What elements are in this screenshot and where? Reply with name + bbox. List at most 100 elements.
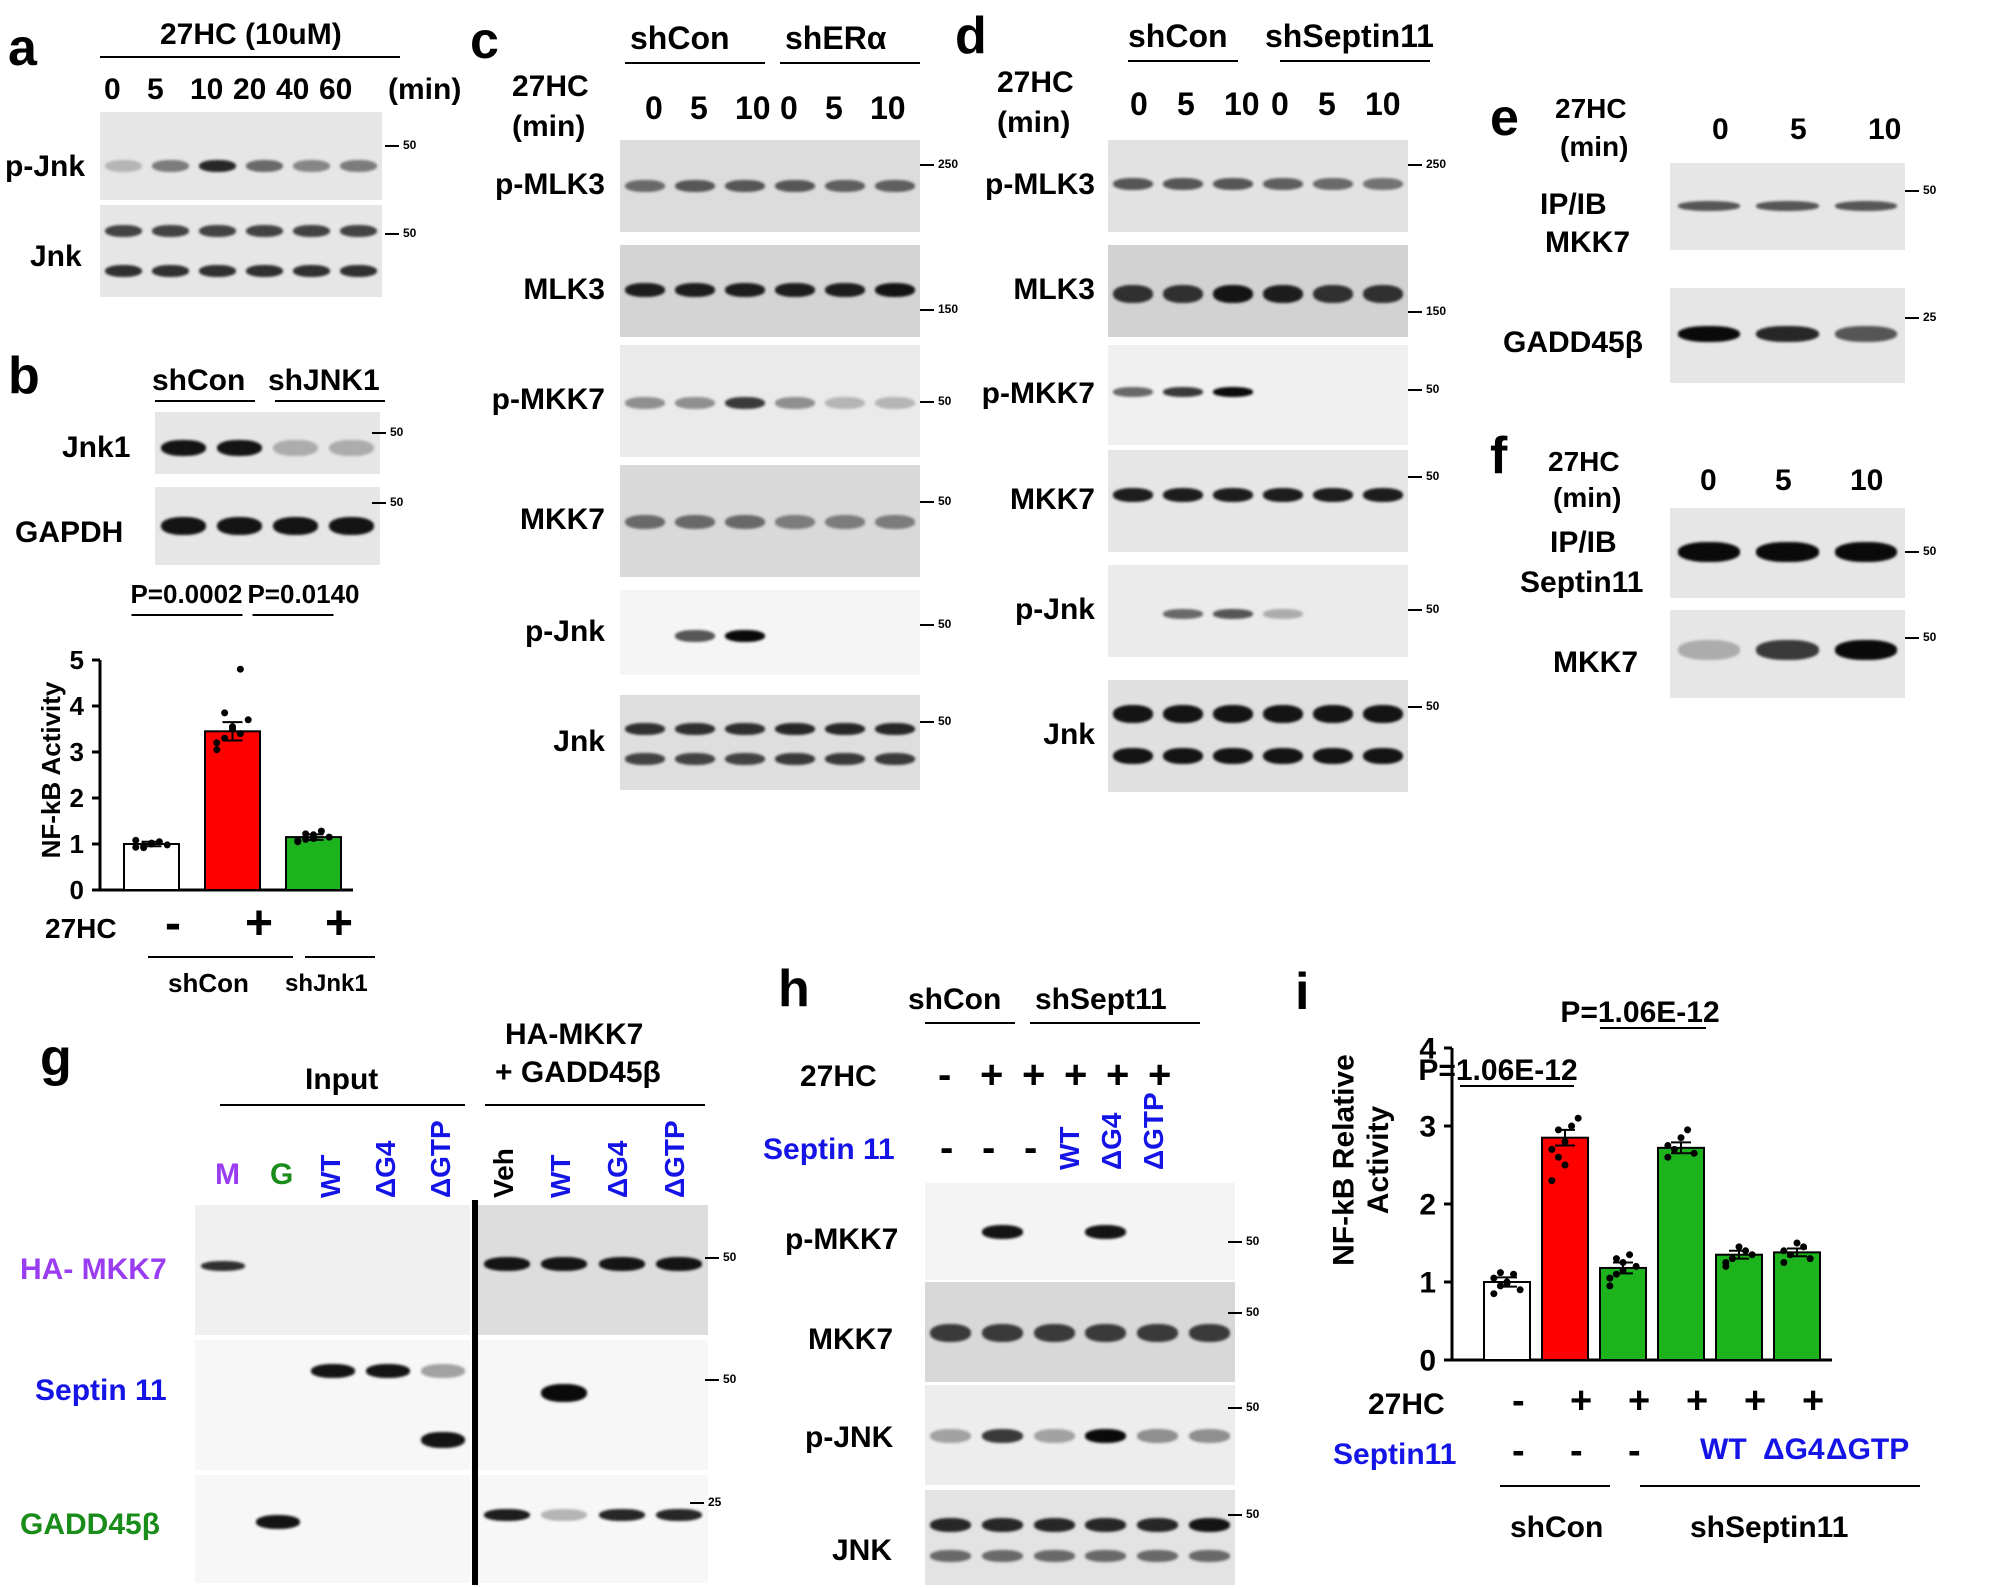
bar <box>1715 1253 1763 1362</box>
panel-g-mw-1: 50 <box>705 1250 736 1264</box>
bar <box>285 836 342 892</box>
panel-a-label: a <box>8 19 37 77</box>
panel-c-time-1: 5 <box>690 90 708 126</box>
panel-f-time-1: 5 <box>1775 464 1792 497</box>
blot-band <box>725 723 765 735</box>
panel-g-pull-line <box>485 1104 705 1106</box>
data-point <box>1503 1280 1511 1288</box>
blot-band <box>875 723 915 735</box>
blot-band <box>1113 387 1153 397</box>
panel-c-time-0: 0 <box>645 90 663 126</box>
panel-d-time-1: 5 <box>1177 86 1195 122</box>
panel-h-blot-jnk <box>925 1490 1235 1585</box>
data-point <box>1690 1149 1698 1157</box>
blot-band <box>1188 1550 1230 1562</box>
blot-band <box>216 440 262 456</box>
blot-band <box>981 1225 1024 1239</box>
panel-f-label: f <box>1490 427 1508 485</box>
blot-band <box>725 630 765 642</box>
blot-band <box>1363 705 1403 723</box>
data-point <box>1516 1286 1524 1294</box>
blot-band <box>198 225 237 237</box>
blot-band <box>1163 705 1203 723</box>
blot-band <box>725 753 765 765</box>
panel-c-mw-5: 50 <box>920 715 951 727</box>
y-tick-label: 3 <box>1419 1111 1436 1144</box>
data-point <box>1496 1269 1504 1277</box>
blot-band <box>1188 1518 1230 1532</box>
panel-e-time-2: 10 <box>1868 113 1902 146</box>
bar <box>1599 1266 1647 1361</box>
blot-band <box>151 265 190 277</box>
data-point <box>236 730 244 738</box>
y-axis-label-line: NF-kB Relative <box>1328 1054 1361 1266</box>
blot-band <box>329 440 375 456</box>
data-point <box>1780 1247 1788 1255</box>
data-point <box>132 836 140 844</box>
panel-b-group-2: shJNK1 <box>268 364 380 397</box>
panel-e-blot-mkk7 <box>1670 163 1905 250</box>
data-point <box>221 709 229 717</box>
panel-e-unit: (min) <box>1560 131 1629 162</box>
panel-d-mw-0: 250 <box>1408 158 1446 170</box>
blot-band <box>151 160 190 172</box>
panel-c-treatment: 27HC <box>512 70 589 103</box>
blot-band <box>1834 640 1898 660</box>
blot-band <box>825 397 865 409</box>
blot-band <box>656 1257 703 1271</box>
panel-b-row-jnk1: Jnk1 <box>62 431 131 464</box>
panel-d-blot-2 <box>1108 345 1408 445</box>
blot-band <box>541 1509 588 1521</box>
panel-b-treatment-label: 27HC <box>45 913 117 944</box>
blot-band <box>930 1518 972 1532</box>
panel-c-line-2 <box>780 62 920 64</box>
data-point <box>155 838 163 846</box>
data-point <box>1606 1282 1614 1290</box>
y-tick-label: 4 <box>1419 1033 1436 1066</box>
blot-band <box>675 180 715 192</box>
panel-d-mw-5: 50 <box>1408 700 1439 712</box>
panel-c-row-1: MLK3 <box>523 273 605 306</box>
panel-a-mw-2: 50 <box>385 226 416 240</box>
panel-h-treat-sign-3: + <box>1064 1053 1088 1097</box>
blot-band <box>981 1550 1024 1562</box>
panel-c-row-3: MKK7 <box>519 503 605 536</box>
panel-h-mw-1: 50 <box>1228 1234 1259 1248</box>
panel-b-line-1 <box>155 400 255 402</box>
panel-b-mw-2: 50 <box>372 495 403 509</box>
data-point <box>317 827 325 835</box>
data-point <box>1568 1122 1576 1130</box>
panel-a-row-pjnk: p-Jnk <box>5 150 86 183</box>
p-value-top: P=1.06E-12 <box>1560 996 1719 1029</box>
blot-band <box>675 723 715 735</box>
y-axis-label-line: Activity <box>1362 1106 1395 1215</box>
panel-h-sept-sign-5: ΔGTP <box>1138 1092 1169 1170</box>
blot-band <box>1136 1429 1179 1443</box>
panel-h-mw-4: 50 <box>1228 1507 1259 1521</box>
data-point <box>1619 1259 1627 1266</box>
panel-g-blot-hamkk7-left <box>195 1205 470 1335</box>
panel-c-mw-2: 50 <box>920 395 951 407</box>
blot-band <box>625 180 665 192</box>
panel-d-unit: (min) <box>997 106 1071 139</box>
data-point <box>1561 1161 1569 1169</box>
blot-band <box>981 1429 1024 1443</box>
blot-band <box>875 283 915 297</box>
panel-d-group-1: shCon <box>1128 18 1228 54</box>
panel-c-row-5: Jnk <box>553 724 605 758</box>
blot-band <box>1756 640 1819 660</box>
blot-band <box>725 283 765 297</box>
data-point <box>1574 1114 1582 1122</box>
blot-band <box>1163 387 1203 397</box>
blot-band <box>1113 488 1153 502</box>
blot-band <box>541 1384 588 1402</box>
blot-band <box>1113 285 1153 303</box>
panel-f-treatment: 27HC <box>1548 446 1620 477</box>
panel-c-blot-0 <box>620 140 920 232</box>
blot-band <box>1113 748 1153 764</box>
panel-d-blot-3 <box>1108 450 1408 552</box>
panel-d-row-1: MLK3 <box>1013 273 1095 306</box>
blot-band <box>1188 1324 1230 1342</box>
panel-i-treat-sign-5: + <box>1802 1380 1825 1422</box>
blot-band <box>1263 609 1303 619</box>
